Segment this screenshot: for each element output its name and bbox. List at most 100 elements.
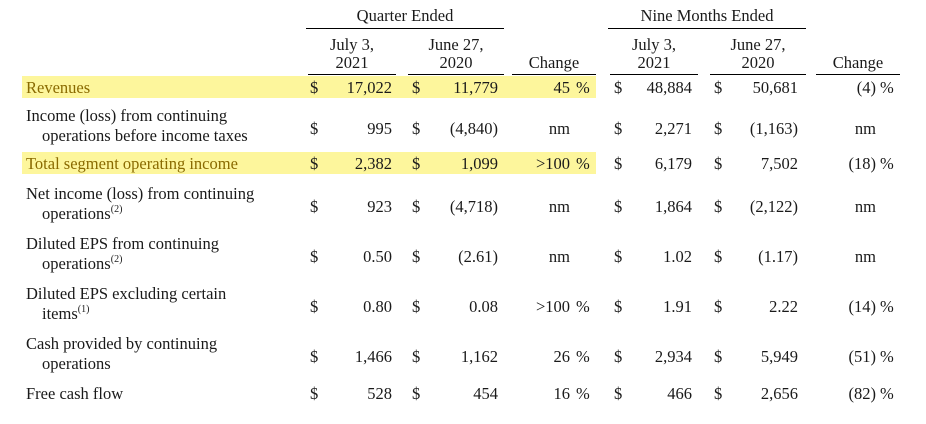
currency-symbol: $	[412, 384, 421, 403]
currency-symbol: $	[412, 78, 421, 97]
currency-symbol: $	[412, 247, 421, 266]
n-2020-value: 2,656	[760, 384, 798, 403]
row-label-line2: operations before income taxes	[42, 126, 248, 145]
n-2021-header: July 3, 2021	[610, 36, 698, 75]
row-label-line2: items(1)	[42, 304, 90, 323]
n-change-value: nm	[854, 247, 876, 266]
quarter-ended-header: Quarter Ended	[306, 4, 504, 29]
n-change-value: (51)	[848, 347, 877, 366]
row-label-line2: operations	[42, 354, 111, 373]
n-2021-value: 1,864	[654, 197, 692, 216]
currency-symbol: $	[310, 197, 319, 216]
n-2020-value: (1,163)	[749, 119, 798, 138]
currency-symbol: $	[714, 297, 723, 316]
n-change-pct: %	[880, 347, 894, 366]
n-change-value: (4)	[856, 78, 876, 97]
n-2021-value: 2,934	[654, 347, 692, 366]
row-label: Net income (loss) from continuing operati…	[26, 184, 254, 224]
currency-symbol: $	[714, 78, 723, 97]
footnote-marker: (2)	[110, 204, 123, 215]
currency-symbol: $	[412, 154, 421, 173]
currency-symbol: $	[412, 119, 421, 138]
q-2020-value: 0.08	[469, 297, 498, 316]
q-2020-value: 454	[473, 384, 498, 403]
q-2021-header: July 3, 2021	[308, 36, 396, 75]
row-label: Income (loss) from continuing operations …	[26, 106, 248, 146]
currency-symbol: $	[614, 297, 623, 316]
q-2020-value: (4,718)	[449, 197, 498, 216]
currency-symbol: $	[614, 197, 623, 216]
q-change-value: >100	[535, 297, 570, 316]
row-label-line2: operations(2)	[42, 254, 123, 273]
q-2020-value: 1,162	[460, 347, 498, 366]
q-2020-value: (4,840)	[449, 119, 498, 138]
currency-symbol: $	[714, 347, 723, 366]
q-2020-value: 11,779	[453, 78, 498, 97]
n-change-pct: %	[880, 78, 894, 97]
currency-symbol: $	[310, 384, 319, 403]
q-change-header: Change	[512, 54, 596, 75]
n-change-pct: %	[880, 384, 894, 403]
q-change-value: 16	[553, 384, 571, 403]
currency-symbol: $	[310, 347, 319, 366]
q-change-value: 45	[553, 78, 571, 97]
row-label-line1: Net income (loss) from continuing	[26, 184, 255, 203]
n-change-value: nm	[854, 197, 876, 216]
q-2021-value: 995	[367, 119, 392, 138]
q-change-pct: %	[576, 78, 590, 97]
q-2021-value: 528	[367, 384, 392, 403]
row-label: Cash provided by continuing operations	[26, 334, 217, 374]
n-2020-value: (1.17)	[758, 247, 798, 266]
q-change-value: nm	[548, 247, 570, 266]
row-label-line1: Diluted EPS from continuing	[26, 234, 219, 253]
row-label-line1: Income (loss) from continuing	[26, 106, 228, 125]
currency-symbol: $	[412, 347, 421, 366]
n-2020-value: 50,681	[752, 78, 798, 97]
n-2020-value: 2.22	[769, 297, 798, 316]
n-2021-value: 48,884	[646, 78, 692, 97]
q-change-pct: %	[576, 384, 590, 403]
currency-symbol: $	[412, 197, 421, 216]
q-change-value: nm	[548, 197, 570, 216]
n-2021-value: 6,179	[654, 154, 692, 173]
currency-symbol: $	[310, 247, 319, 266]
currency-symbol: $	[714, 384, 723, 403]
q-2020-value: (2.61)	[458, 247, 498, 266]
footnote-marker: (1)	[77, 304, 90, 315]
q-2021-value: 2,382	[354, 154, 392, 173]
n-change-value: (14)	[848, 297, 877, 316]
q-change-pct: %	[576, 347, 590, 366]
row-label-line1: Revenues	[26, 78, 91, 97]
q-2021-value: 0.80	[363, 297, 392, 316]
currency-symbol: $	[714, 154, 723, 173]
n-change-value: (18)	[848, 154, 877, 173]
q-change-value: 26	[553, 347, 571, 366]
currency-symbol: $	[614, 78, 623, 97]
currency-symbol: $	[614, 384, 623, 403]
n-change-value: (82)	[848, 384, 877, 403]
row-label-line1: Diluted EPS excluding certain	[26, 284, 227, 303]
row-label: Total segment operating income	[26, 152, 238, 174]
q-2020-header: June 27, 2020	[408, 36, 504, 75]
q-change-value: nm	[548, 119, 570, 138]
currency-symbol: $	[714, 197, 723, 216]
row-label: Free cash flow	[26, 382, 123, 404]
n-2021-value: 466	[667, 384, 692, 403]
nine-months-ended-header: Nine Months Ended	[608, 4, 806, 29]
currency-symbol: $	[714, 119, 723, 138]
row-label: Diluted EPS excluding certain items(1)	[26, 284, 226, 324]
n-change-value: nm	[854, 119, 876, 138]
currency-symbol: $	[310, 297, 319, 316]
row-label: Diluted EPS from continuing operations(2)	[26, 234, 219, 274]
q-change-value: >100	[535, 154, 570, 173]
q-2021-value: 923	[367, 197, 392, 216]
footnote-marker: (2)	[110, 254, 123, 265]
q-2021-value: 17,022	[346, 78, 392, 97]
n-2020-header: June 27, 2020	[710, 36, 806, 75]
n-change-pct: %	[880, 154, 894, 173]
currency-symbol: $	[614, 247, 623, 266]
currency-symbol: $	[310, 154, 319, 173]
q-2020-value: 1,099	[460, 154, 498, 173]
row-highlight	[22, 76, 596, 98]
n-2021-value: 2,271	[654, 119, 692, 138]
